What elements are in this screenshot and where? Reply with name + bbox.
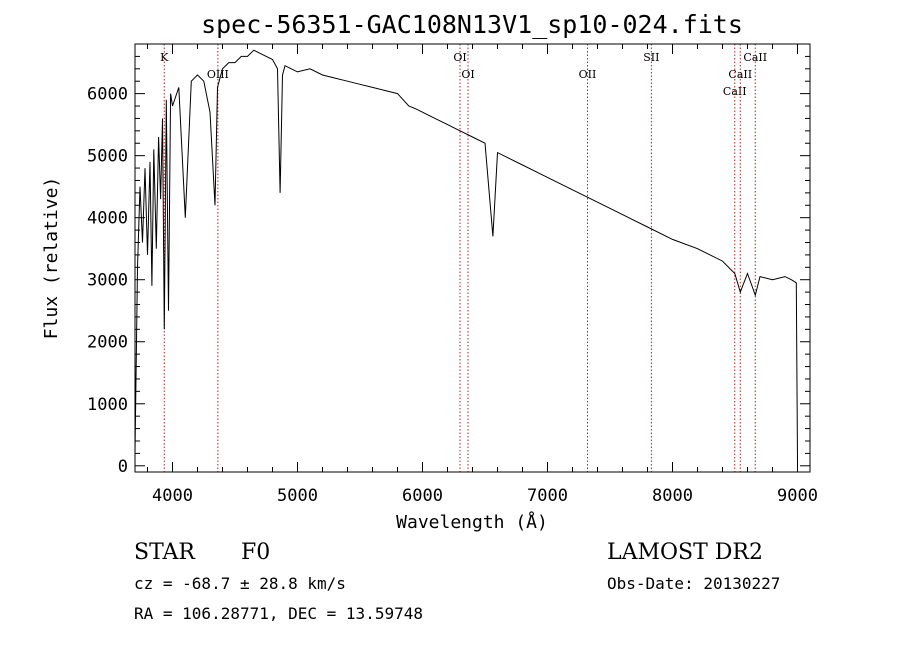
marker-label: OI xyxy=(453,51,466,64)
marker-label: CaII xyxy=(723,85,747,98)
x-tick-label: 9000 xyxy=(777,486,818,506)
observation-date: Obs-Date: 20130227 xyxy=(607,574,780,593)
marker-label: OIII xyxy=(207,68,229,81)
x-tick-label: 6000 xyxy=(402,486,443,506)
plot-frame xyxy=(134,43,811,473)
y-tick-label: 0 xyxy=(118,457,128,477)
spectrum-line xyxy=(134,49,798,463)
y-tick-label: 6000 xyxy=(87,85,128,105)
marker-label: CaII xyxy=(743,51,767,64)
coordinates: RA = 106.28771, DEC = 13.59748 xyxy=(134,604,423,623)
chart-title: spec-56351-GAC108N13V1_sp10-024.fits xyxy=(201,10,743,39)
y-tick-label: 2000 xyxy=(87,333,128,353)
x-axis-label: Wavelength (Å) xyxy=(396,511,548,533)
redshift-value: cz = -68.7 ± 28.8 km/s xyxy=(134,574,346,593)
y-tick-label: 4000 xyxy=(87,209,128,229)
marker-label: OII xyxy=(579,68,597,81)
x-tick-label: 7000 xyxy=(527,486,568,506)
x-tick-label: 8000 xyxy=(652,486,693,506)
object-subclass: F0 xyxy=(241,540,270,565)
x-tick-label: 4000 xyxy=(152,486,193,506)
y-axis-label: Flux (relative) xyxy=(41,177,62,340)
x-axis-ticks: 4000 5000 6000 7000 8000 9000 xyxy=(147,44,818,506)
y-tick-label: 1000 xyxy=(87,395,128,415)
y-axis-ticks: 0 1000 2000 3000 4000 5000 6000 xyxy=(87,55,810,477)
marker-label: OI xyxy=(461,68,474,81)
object-class: STAR xyxy=(134,540,196,565)
emission-line-markers: K OIII OI OI OII SII CaII CaII CaII xyxy=(160,44,767,472)
marker-label: CaII xyxy=(728,68,752,81)
survey-name: LAMOST DR2 xyxy=(607,540,763,565)
marker-label: K xyxy=(160,51,169,64)
y-tick-label: 3000 xyxy=(87,271,128,291)
marker-label: SII xyxy=(643,51,659,64)
x-tick-label: 5000 xyxy=(277,486,318,506)
y-tick-label: 5000 xyxy=(87,147,128,167)
